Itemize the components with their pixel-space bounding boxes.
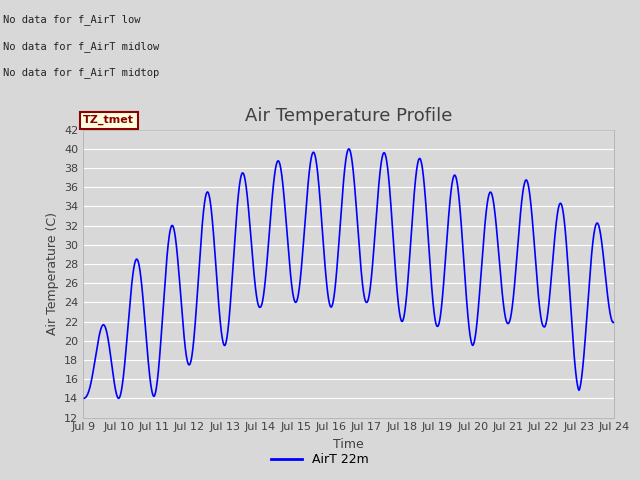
Text: No data for f_AirT low: No data for f_AirT low	[3, 14, 141, 25]
Y-axis label: Air Temperature (C): Air Temperature (C)	[45, 212, 58, 335]
Text: TZ_tmet: TZ_tmet	[83, 115, 134, 125]
Text: No data for f_AirT midlow: No data for f_AirT midlow	[3, 41, 159, 52]
Title: Air Temperature Profile: Air Temperature Profile	[245, 107, 452, 125]
Legend: AirT 22m: AirT 22m	[266, 448, 374, 471]
Text: No data for f_AirT midtop: No data for f_AirT midtop	[3, 67, 159, 78]
X-axis label: Time: Time	[333, 438, 364, 451]
